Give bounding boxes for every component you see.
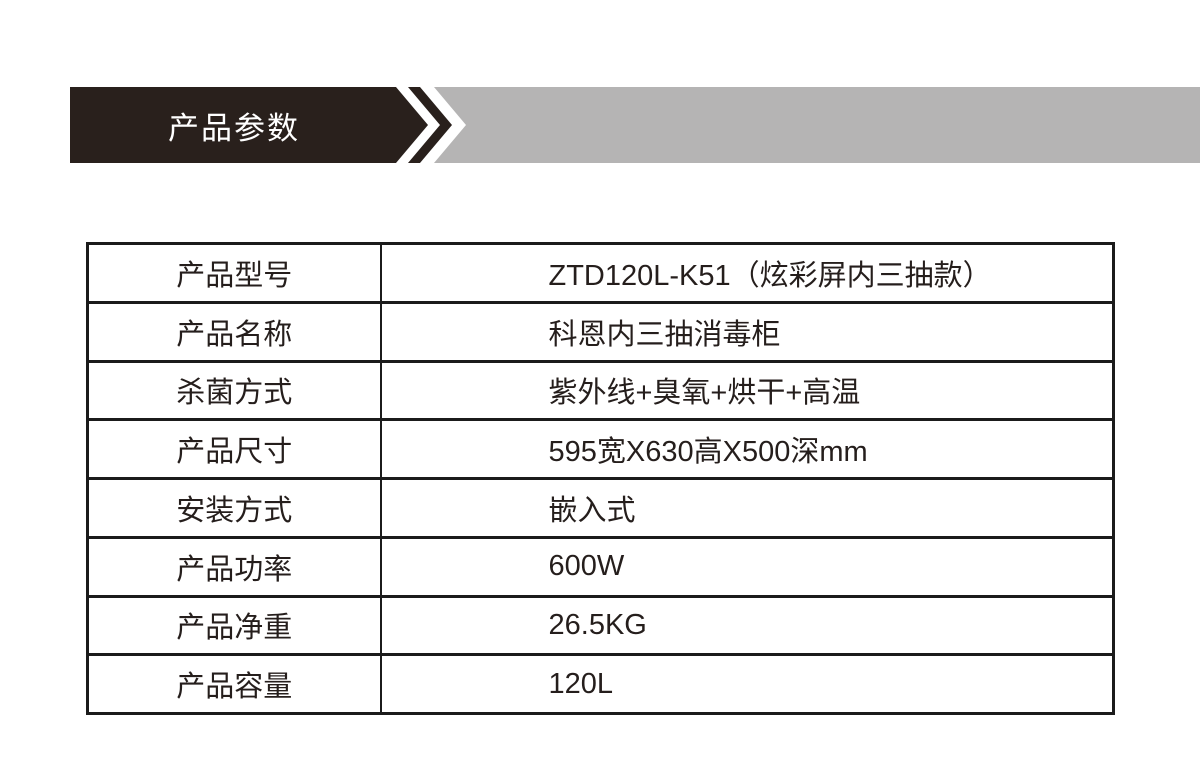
table-row-model: 产品型号 ZTD120L-K51（炫彩屏内三抽款） — [86, 242, 1115, 304]
gray-bar-shape — [434, 87, 1200, 163]
chevron-stripe-icon — [408, 87, 452, 163]
table-row-name: 产品名称 科恩内三抽消毒柜 — [86, 300, 1115, 363]
table-row-installation: 安装方式 嵌入式 — [86, 477, 1115, 539]
spec-value: 嵌入式 — [379, 477, 1115, 539]
spec-label: 产品名称 — [86, 300, 382, 363]
table-row-dimensions: 产品尺寸 595宽X630高X500深mm — [86, 418, 1115, 480]
spec-value: ZTD120L-K51（炫彩屏内三抽款） — [379, 242, 1115, 304]
spec-label: 产品容量 — [86, 653, 382, 715]
table-row-net-weight: 产品净重 26.5KG — [86, 594, 1115, 657]
spec-label: 产品功率 — [86, 535, 382, 598]
spec-value: 紫外线+臭氧+烘干+高温 — [379, 359, 1115, 422]
spec-table-body: 产品型号 ZTD120L-K51（炫彩屏内三抽款） 产品名称 科恩内三抽消毒柜 … — [86, 242, 1115, 715]
spec-label: 产品型号 — [86, 242, 382, 304]
spec-value: 26.5KG — [379, 594, 1115, 657]
banner-dark-shape — [70, 87, 428, 163]
spec-value: 595宽X630高X500深mm — [379, 418, 1115, 480]
section-title: 产品参数 — [168, 110, 300, 146]
table-row-power: 产品功率 600W — [86, 535, 1115, 598]
spec-label: 安装方式 — [86, 477, 382, 539]
table-row-sterilization: 杀菌方式 紫外线+臭氧+烘干+高温 — [86, 359, 1115, 422]
spec-label: 产品净重 — [86, 594, 382, 657]
spec-label: 杀菌方式 — [86, 359, 382, 422]
spec-value: 120L — [379, 653, 1115, 715]
table-row-capacity: 产品容量 120L — [86, 653, 1115, 715]
banner-graphic — [70, 87, 1200, 163]
spec-label: 产品尺寸 — [86, 418, 382, 480]
spec-value: 科恩内三抽消毒柜 — [379, 300, 1115, 363]
spec-value: 600W — [379, 535, 1115, 598]
product-spec-table: 产品型号 ZTD120L-K51（炫彩屏内三抽款） 产品名称 科恩内三抽消毒柜 … — [86, 242, 1115, 715]
